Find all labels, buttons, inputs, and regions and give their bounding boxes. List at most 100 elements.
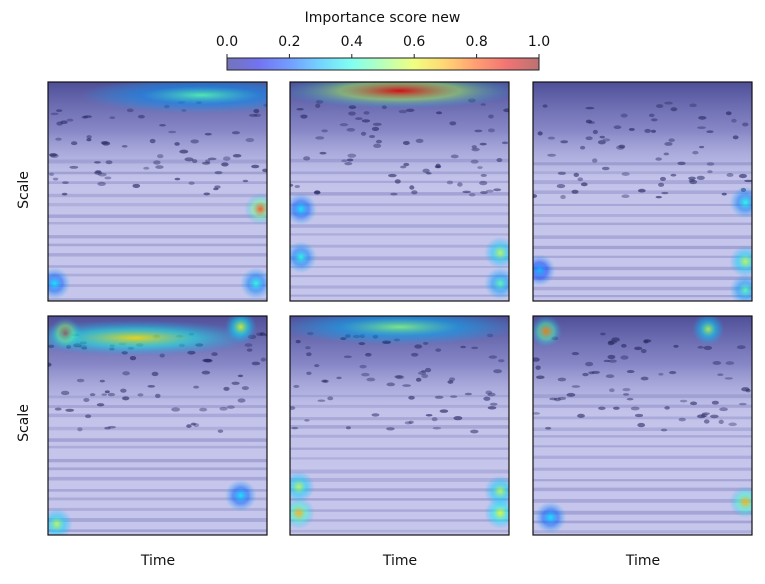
speckle [703,345,713,350]
importance-hotspot [224,479,257,512]
speckle [453,415,463,421]
scale-stripe [290,498,509,501]
speckle [462,190,471,194]
speckle [533,357,540,362]
scale-stripe [533,286,752,291]
speckle [193,423,200,428]
speckle [669,371,677,375]
speckle [533,412,540,415]
speckle [237,398,246,403]
speckle [403,162,410,167]
speckle [644,128,651,133]
speckle [60,390,70,396]
scale-stripe [48,529,267,532]
speckle [618,144,626,149]
speckle [60,120,68,125]
speckle [658,372,664,376]
speckle [600,332,606,336]
speckle [293,384,300,388]
speckle [697,126,707,130]
importance-hotspot [224,316,257,343]
scale-stripe [533,245,752,250]
speckle [151,371,159,377]
speckle [254,113,262,118]
scale-stripe [290,265,509,268]
speckle [710,414,719,419]
speckle [611,337,620,342]
speckle [592,129,598,135]
speckle [732,135,739,140]
speckle [149,138,156,144]
scale-stripe [290,224,509,228]
speckle [435,163,441,169]
speckle [487,128,495,133]
speckle [394,375,403,379]
scale-stripe [533,445,752,448]
speckle [477,166,483,169]
scale-stripe [48,253,267,257]
speckle [104,176,112,180]
scale-stripe [290,203,509,207]
colorbar-tick-label: 0.6 [403,34,426,50]
scale-stripe [290,447,509,450]
importance-hotspot [484,236,509,269]
speckle [315,136,325,140]
speckle [62,181,69,185]
speckle [369,134,376,139]
speckle [549,397,558,401]
speckle [214,170,223,175]
speckle [721,192,727,196]
speckle [571,385,581,388]
speckle [470,429,479,434]
importance-hotspot [534,501,567,534]
speckle [262,168,267,173]
speckle [179,149,189,154]
speckle [488,114,494,119]
scale-stripe [290,171,509,175]
speckle [698,115,707,120]
speckle [168,130,177,134]
importance-hotspot [533,254,556,287]
speckle [697,345,704,349]
speckle [603,359,610,363]
speckle [295,339,301,344]
speckle [640,348,647,354]
speckle [622,387,631,392]
speckle [535,365,541,370]
speckle [306,352,312,357]
speckle [424,367,432,373]
speckle [373,143,382,149]
scale-stripe [533,295,752,298]
scale-stripe [290,294,509,297]
speckle [343,355,352,359]
speckle [375,139,382,144]
speckle [724,377,733,380]
speckle [260,357,267,362]
heatmap-panel-0-1 [289,81,510,302]
heatmap-panel-1-1 [289,315,510,536]
speckle [692,150,699,155]
scale-stripe [290,158,509,163]
panel-frame [47,81,268,302]
speckle [573,172,579,177]
speckle [718,419,724,424]
scale-stripe [48,438,267,442]
speckle [202,358,212,363]
speckle [242,179,249,183]
speckle [537,131,543,136]
speckle [408,420,414,424]
speckle [371,126,380,131]
speckle [418,371,427,375]
speckle [217,429,224,433]
speckle [480,190,488,195]
panel-frame [47,315,268,536]
speckle [248,113,258,117]
speckle [348,111,356,116]
speckle [421,373,429,379]
speckle [246,348,253,352]
speckle [696,175,705,180]
speckle [360,131,367,136]
y-axis-label-row-0: Scale [16,171,32,209]
speckle [83,397,90,402]
speckle [345,426,351,430]
